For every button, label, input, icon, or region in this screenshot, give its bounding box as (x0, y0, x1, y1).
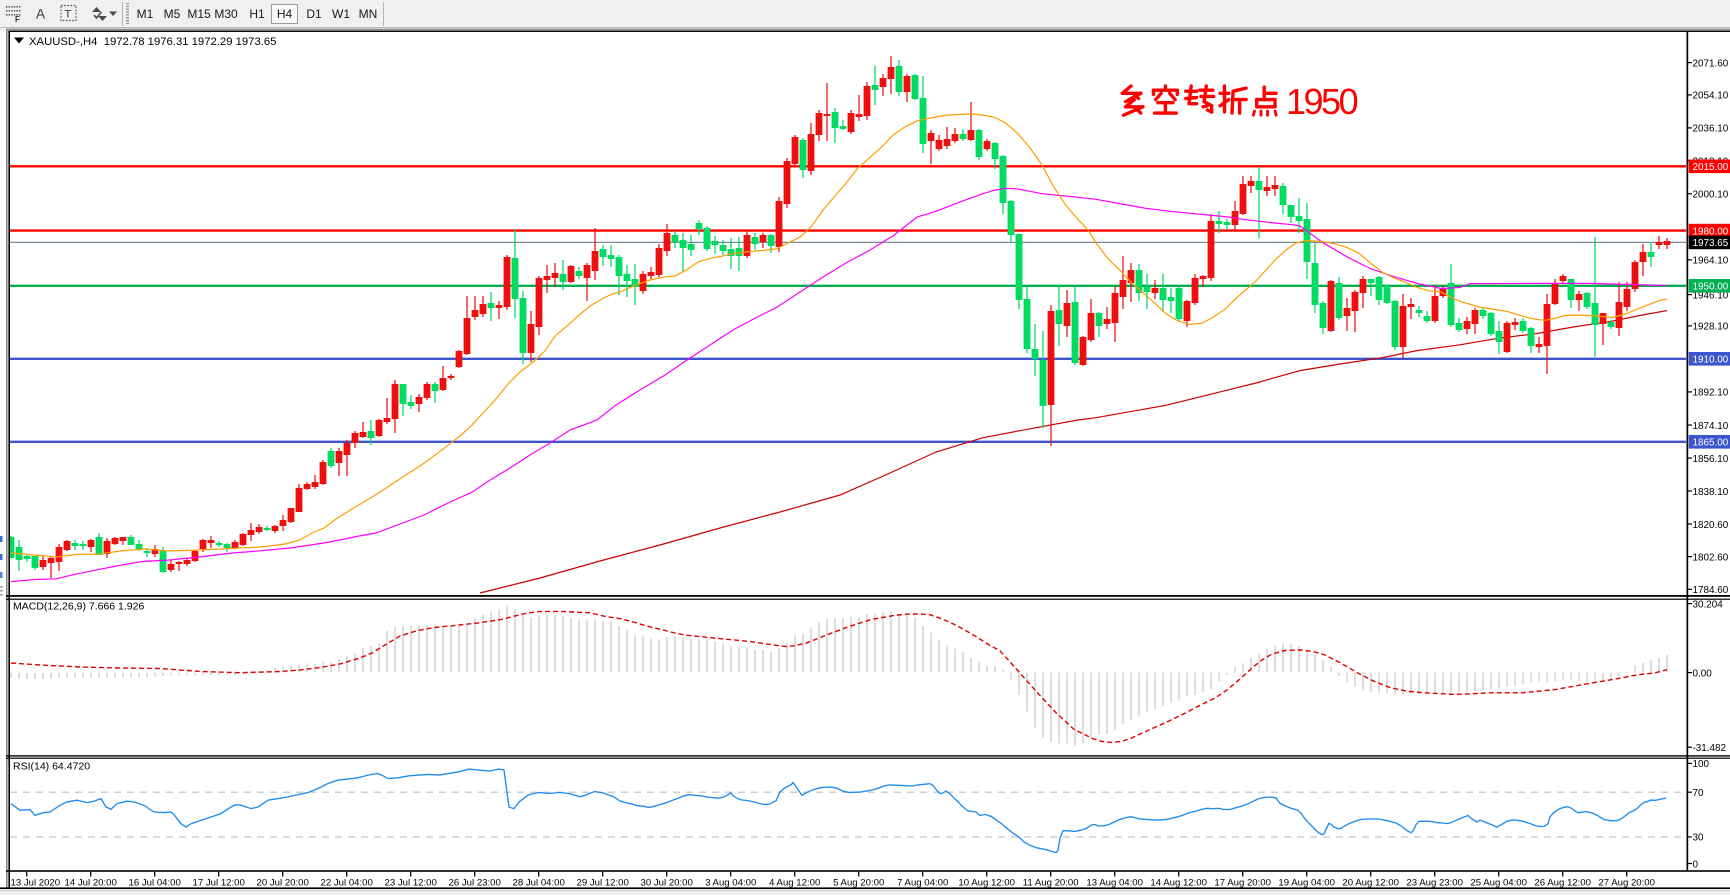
svg-text:1892.10: 1892.10 (1693, 388, 1729, 399)
svg-text:1820.60: 1820.60 (1693, 520, 1729, 531)
svg-text:1838.10: 1838.10 (1693, 487, 1729, 498)
svg-text:1856.10: 1856.10 (1693, 454, 1729, 465)
svg-text:14 Jul 20:00: 14 Jul 20:00 (65, 878, 117, 889)
svg-text:20 Jul 20:00: 20 Jul 20:00 (257, 878, 309, 889)
svg-text:17 Jul 12:00: 17 Jul 12:00 (193, 878, 245, 889)
svg-text:10 Aug 12:00: 10 Aug 12:00 (958, 878, 1015, 889)
svg-text:23 Jul 12:00: 23 Jul 12:00 (385, 878, 437, 889)
svg-text:1874.10: 1874.10 (1693, 421, 1729, 432)
svg-text:2036.10: 2036.10 (1693, 124, 1729, 135)
svg-text:29 Jul 12:00: 29 Jul 12:00 (577, 878, 629, 889)
svg-text:0: 0 (1693, 859, 1699, 870)
svg-text:13 Jul 2020: 13 Jul 2020 (11, 878, 61, 889)
svg-text:27 Aug 20:00: 27 Aug 20:00 (1598, 878, 1655, 889)
svg-text:F: F (15, 15, 20, 24)
svg-text:25 Aug 04:00: 25 Aug 04:00 (1470, 878, 1527, 889)
svg-text:100: 100 (1693, 759, 1710, 770)
svg-text:-31.482: -31.482 (1693, 743, 1727, 754)
svg-text:1973.65: 1973.65 (1693, 238, 1729, 249)
svg-text:1964.10: 1964.10 (1693, 256, 1729, 267)
svg-text:1784.60: 1784.60 (1693, 585, 1729, 596)
svg-text:26 Jul 23:00: 26 Jul 23:00 (449, 878, 501, 889)
svg-text:T: T (65, 9, 72, 21)
svg-text:70: 70 (1693, 788, 1704, 799)
svg-text:RSI(14) 64.4720: RSI(14) 64.4720 (13, 761, 90, 773)
svg-text:A: A (36, 7, 45, 22)
svg-text:4 Aug 12:00: 4 Aug 12:00 (769, 878, 820, 889)
svg-text:1980.00: 1980.00 (1693, 226, 1729, 237)
svg-text:2000.10: 2000.10 (1693, 190, 1729, 201)
svg-text:28 Jul 04:00: 28 Jul 04:00 (513, 878, 565, 889)
svg-text:16 Jul 04:00: 16 Jul 04:00 (129, 878, 181, 889)
svg-text:1950: 1950 (1286, 81, 1358, 122)
svg-text:1865.00: 1865.00 (1693, 438, 1729, 449)
svg-text:17 Aug 20:00: 17 Aug 20:00 (1214, 878, 1271, 889)
svg-text:0.00: 0.00 (1693, 668, 1713, 679)
svg-text:13 Aug 04:00: 13 Aug 04:00 (1086, 878, 1143, 889)
svg-text:30 Jul 20:00: 30 Jul 20:00 (641, 878, 693, 889)
svg-text:30: 30 (1693, 833, 1704, 844)
svg-text:MACD(12,26,9) 7.666 1.926: MACD(12,26,9) 7.666 1.926 (13, 601, 144, 613)
svg-text:5 Aug 20:00: 5 Aug 20:00 (833, 878, 884, 889)
svg-text:2054.10: 2054.10 (1693, 91, 1729, 102)
svg-text:2071.60: 2071.60 (1693, 58, 1729, 69)
svg-text:1910.00: 1910.00 (1693, 355, 1729, 366)
svg-text:7 Aug 04:00: 7 Aug 04:00 (897, 878, 948, 889)
svg-text:1950.00: 1950.00 (1693, 282, 1729, 293)
svg-text:2015.00: 2015.00 (1693, 162, 1729, 173)
svg-text:22 Jul 04:00: 22 Jul 04:00 (321, 878, 373, 889)
svg-text:1928.10: 1928.10 (1693, 322, 1729, 333)
svg-text:26 Aug 12:00: 26 Aug 12:00 (1534, 878, 1591, 889)
svg-text:XAUUSD-,H4 1972.78 1976.31 19: XAUUSD-,H4 1972.78 1976.31 1972.29 1973.… (29, 36, 276, 48)
svg-text:1946.10: 1946.10 (1693, 290, 1729, 301)
svg-text:19 Aug 04:00: 19 Aug 04:00 (1278, 878, 1335, 889)
svg-text:3 Aug 04:00: 3 Aug 04:00 (705, 878, 756, 889)
svg-text:14 Aug 12:00: 14 Aug 12:00 (1150, 878, 1207, 889)
svg-text:1802.60: 1802.60 (1693, 552, 1729, 563)
svg-text:11 Aug 20:00: 11 Aug 20:00 (1023, 878, 1079, 889)
svg-text:23 Aug 23:00: 23 Aug 23:00 (1406, 878, 1463, 889)
svg-text:20 Aug 12:00: 20 Aug 12:00 (1342, 878, 1399, 889)
svg-text:30.204: 30.204 (1693, 599, 1724, 610)
